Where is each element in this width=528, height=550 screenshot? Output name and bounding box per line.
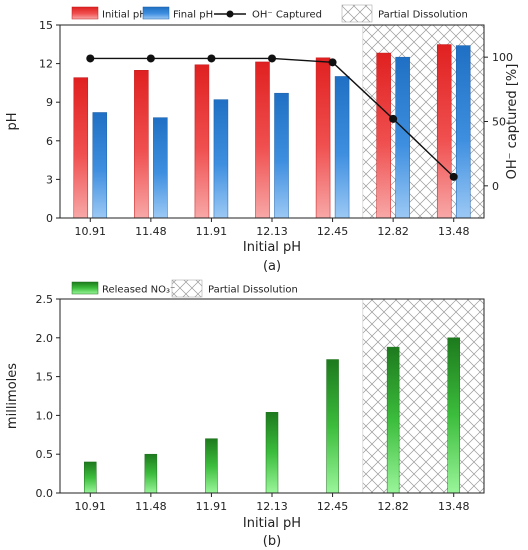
- y2-tick-label: 50: [492, 116, 506, 129]
- legend-label-oh-captured: OH⁻ Captured: [252, 10, 322, 21]
- x-tick-label: 11.48: [135, 500, 167, 513]
- legend-label-partial-dissolution: Partial Dissolution: [378, 10, 468, 21]
- x-tick-label: 11.91: [196, 500, 228, 513]
- legend-swatch-oh-point: [226, 10, 234, 18]
- bar-released-no3: [265, 412, 279, 494]
- x-tick-label: 13.48: [438, 225, 470, 238]
- point-oh-captured: [389, 114, 398, 123]
- y-tick-label: 0.5: [36, 448, 54, 461]
- y-tick-label: 2.0: [36, 332, 54, 345]
- panel-label: (b): [263, 534, 281, 549]
- bar-initial-ph: [194, 64, 210, 219]
- x-tick-label: 12.45: [317, 500, 349, 513]
- x-tick-label: 12.82: [377, 225, 409, 238]
- y2-tick-label: 100: [492, 51, 513, 64]
- x-tick-label: 12.45: [317, 225, 349, 238]
- x-tick-label: 12.82: [377, 500, 409, 513]
- point-oh-captured: [328, 58, 337, 67]
- panel-label: (a): [263, 259, 281, 274]
- y2-axis-label: OH⁻ captured [%]: [505, 64, 520, 180]
- y-tick-label: 9: [46, 96, 53, 109]
- bar-initial-ph: [73, 77, 89, 219]
- legend-label-released-no3: Released NO₃⁻: [102, 285, 175, 296]
- bar-initial-ph: [436, 44, 452, 219]
- y-tick-label: 1.5: [36, 371, 54, 384]
- y-tick-label: 6: [46, 135, 53, 148]
- bar-final-ph: [92, 112, 108, 219]
- x-tick-label: 10.91: [75, 500, 107, 513]
- y-tick-label: 15: [39, 19, 53, 32]
- y-tick-label: 0.0: [36, 487, 54, 500]
- x-tick-label: 13.48: [438, 500, 470, 513]
- point-oh-captured: [146, 54, 155, 63]
- bar-released-no3: [447, 337, 460, 494]
- y2-tick-label: 0: [492, 180, 499, 193]
- bar-final-ph: [153, 117, 168, 219]
- bar-initial-ph: [315, 57, 331, 219]
- x-tick-label: 12.13: [256, 225, 288, 238]
- y-tick-label: 1.0: [36, 409, 54, 422]
- legend-label-final-ph: Final pH: [173, 10, 213, 21]
- legend-label-partial-dissolution: Partial Dissolution: [208, 285, 298, 296]
- bar-final-ph: [395, 56, 410, 219]
- partial-dissolution-region: [362, 298, 485, 494]
- y-tick-label: 3: [46, 173, 53, 186]
- bar-initial-ph: [376, 52, 391, 219]
- legend-swatch-partial-dissolution: [341, 4, 373, 23]
- panel-b: 0.0 0.5 1.0 1.5 2.0 2.5 10.91 11.48 11.91 12.13 1…: [5, 279, 485, 549]
- legend: Initial pH Final pH OH⁻ Captured Partial Di…: [71, 4, 468, 23]
- bar-final-ph: [274, 92, 289, 219]
- y-axis-label: millimoles: [5, 363, 20, 429]
- legend-swatch-initial-ph: [71, 6, 99, 20]
- point-oh-captured: [86, 54, 95, 63]
- point-oh-captured: [207, 54, 216, 63]
- x-tick-label: 11.48: [135, 225, 167, 238]
- bar-final-ph: [455, 45, 471, 219]
- legend-label-initial-ph: Initial pH: [102, 10, 147, 21]
- point-oh-captured: [268, 54, 276, 63]
- x-tick-label: 10.91: [75, 225, 107, 238]
- legend: Released NO₃⁻ Partial Dissolution: [71, 279, 298, 298]
- bar-final-ph: [213, 99, 229, 219]
- y-axis-label: pH: [5, 112, 20, 130]
- x-tick-label: 12.13: [256, 500, 288, 513]
- bar-released-no3: [205, 438, 218, 494]
- bar-released-no3: [326, 359, 339, 494]
- bar-released-no3: [386, 346, 400, 494]
- panel-a: 0 3 6 9 12 15 0 50 100 10.91 11.48 11.91 12.13 12.4…: [5, 4, 520, 274]
- legend-swatch-released-no3: [71, 281, 99, 295]
- x-tick-label: 11.91: [196, 225, 228, 238]
- bar-released-no3: [144, 453, 158, 494]
- bar-initial-ph: [134, 70, 149, 219]
- y-tick-label: 2.5: [36, 293, 54, 306]
- bar-final-ph: [334, 76, 350, 219]
- bar-released-no3: [84, 461, 97, 494]
- y-tick-label: 0: [46, 212, 53, 225]
- x-axis-label: Initial pH: [243, 516, 301, 531]
- y-tick-label: 12: [39, 58, 53, 71]
- legend-swatch-final-ph: [142, 6, 170, 20]
- legend-swatch-partial-dissolution: [171, 279, 203, 298]
- x-axis-label: Initial pH: [243, 240, 301, 255]
- point-oh-captured: [449, 172, 458, 181]
- bar-initial-ph: [255, 61, 270, 219]
